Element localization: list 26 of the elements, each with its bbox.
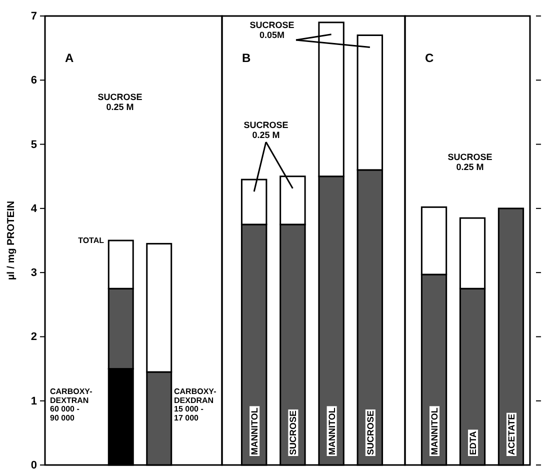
annotation: TOTAL <box>78 236 104 245</box>
annotation: SUCROSE 0.25 M <box>448 152 492 172</box>
text: CARBOXY- DEXTRAN 60 000 - 90 000 <box>50 387 93 422</box>
y-tick-label: 0 <box>30 460 37 472</box>
y-tick-label: 6 <box>30 74 37 87</box>
category-label: MANNITOL <box>430 408 440 455</box>
text: A <box>65 51 74 65</box>
category-label: MANNITOL <box>326 408 337 455</box>
y-tick-label: 2 <box>30 331 37 344</box>
category-label: MANNITOL <box>250 408 260 455</box>
text: B <box>242 51 251 65</box>
annotation: SUCROSE 0.25 M <box>98 92 142 112</box>
annotation: SUCROSE 0.25 M <box>244 120 288 140</box>
y-tick-label: 5 <box>30 138 37 151</box>
y-axis-title: µl / mg PROTEIN <box>6 200 17 280</box>
y-tick-label: 4 <box>30 202 38 215</box>
y-tick-label: 3 <box>30 267 37 280</box>
y-tick-label: 1 <box>30 395 37 408</box>
y-tick-label: 7 <box>30 10 37 23</box>
annotation: CARBOXY- DEXDRAN 15 000 - 17 000 <box>174 387 217 422</box>
category-label: SUCROSE <box>288 410 298 455</box>
category-label: ACETATE <box>506 414 516 455</box>
category-label: EDTA <box>468 431 478 455</box>
annotation: SUCROSE 0.05M <box>250 20 294 40</box>
category-label: SUCROSE <box>365 410 376 455</box>
text: C <box>425 51 434 65</box>
